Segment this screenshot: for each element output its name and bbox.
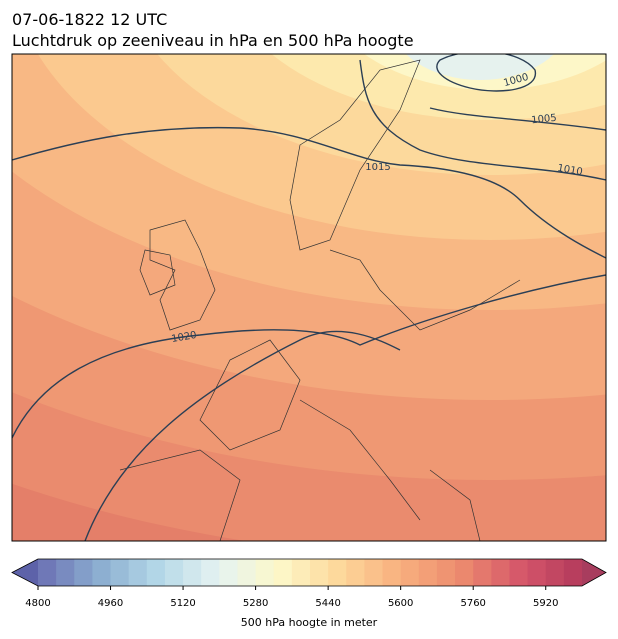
colorbar-under xyxy=(12,559,38,586)
isobar-label: 1010 xyxy=(556,163,583,178)
colorbar-segment xyxy=(110,559,130,586)
colorbar-segment xyxy=(291,559,311,586)
colorbar-tick-label: 5280 xyxy=(243,598,268,609)
colorbar-segment xyxy=(382,559,402,586)
colorbar-segment xyxy=(92,559,112,586)
colorbar-tick-label: 5760 xyxy=(460,598,485,609)
colorbar-segment xyxy=(38,559,57,586)
colorbar-segment xyxy=(418,559,438,586)
title: 07-06-1822 12 UTC xyxy=(12,10,167,29)
colorbar-segment xyxy=(146,559,166,586)
colorbar-tick-label: 4960 xyxy=(98,598,123,609)
colorbar-segment xyxy=(237,559,257,586)
colorbar-tick-label: 5120 xyxy=(170,598,195,609)
isobar-label: 1015 xyxy=(365,162,390,173)
colorbar-segment xyxy=(346,559,365,586)
colorbar-label: 500 hPa hoogte in meter xyxy=(241,616,378,629)
colorbar-segment xyxy=(164,559,184,586)
colorbar-segment xyxy=(183,559,202,586)
colorbar-segment xyxy=(310,559,329,586)
colorbar-segment xyxy=(436,559,456,586)
isobar-label: 1020 xyxy=(171,330,198,345)
colorbar-segment xyxy=(273,559,293,586)
colorbar-tick-label: 5920 xyxy=(533,598,558,609)
colorbar-tick-label: 4800 xyxy=(25,598,50,609)
colorbar-tick-label: 5440 xyxy=(315,598,340,609)
subtitle: Luchtdruk op zeeniveau in hPa en 500 hPa… xyxy=(12,31,414,50)
colorbar-over xyxy=(582,559,606,586)
colorbar-segment xyxy=(219,559,238,586)
colorbar-segment xyxy=(128,559,148,586)
colorbar-segment xyxy=(201,559,220,586)
colorbar-segment xyxy=(364,559,384,586)
map-frame xyxy=(11,53,607,542)
colorbar-segment xyxy=(473,559,492,586)
colorbar-segment xyxy=(56,559,75,586)
colorbar-segment xyxy=(509,559,529,586)
colorbar-tick-label: 5600 xyxy=(388,598,413,609)
colorbar-segment xyxy=(255,559,275,586)
colorbar-segment xyxy=(74,559,93,586)
colorbar-segment xyxy=(328,559,347,586)
colorbar-segment xyxy=(527,559,547,586)
map xyxy=(12,54,606,541)
colorbar-segment xyxy=(563,559,583,586)
colorbar-segment xyxy=(455,559,474,586)
colorbar-segment xyxy=(491,559,510,586)
colorbar-segment xyxy=(545,559,565,586)
isobar-label: 1005 xyxy=(531,113,557,127)
colorbar-segment xyxy=(400,559,420,586)
colorbar-outline xyxy=(11,558,607,587)
